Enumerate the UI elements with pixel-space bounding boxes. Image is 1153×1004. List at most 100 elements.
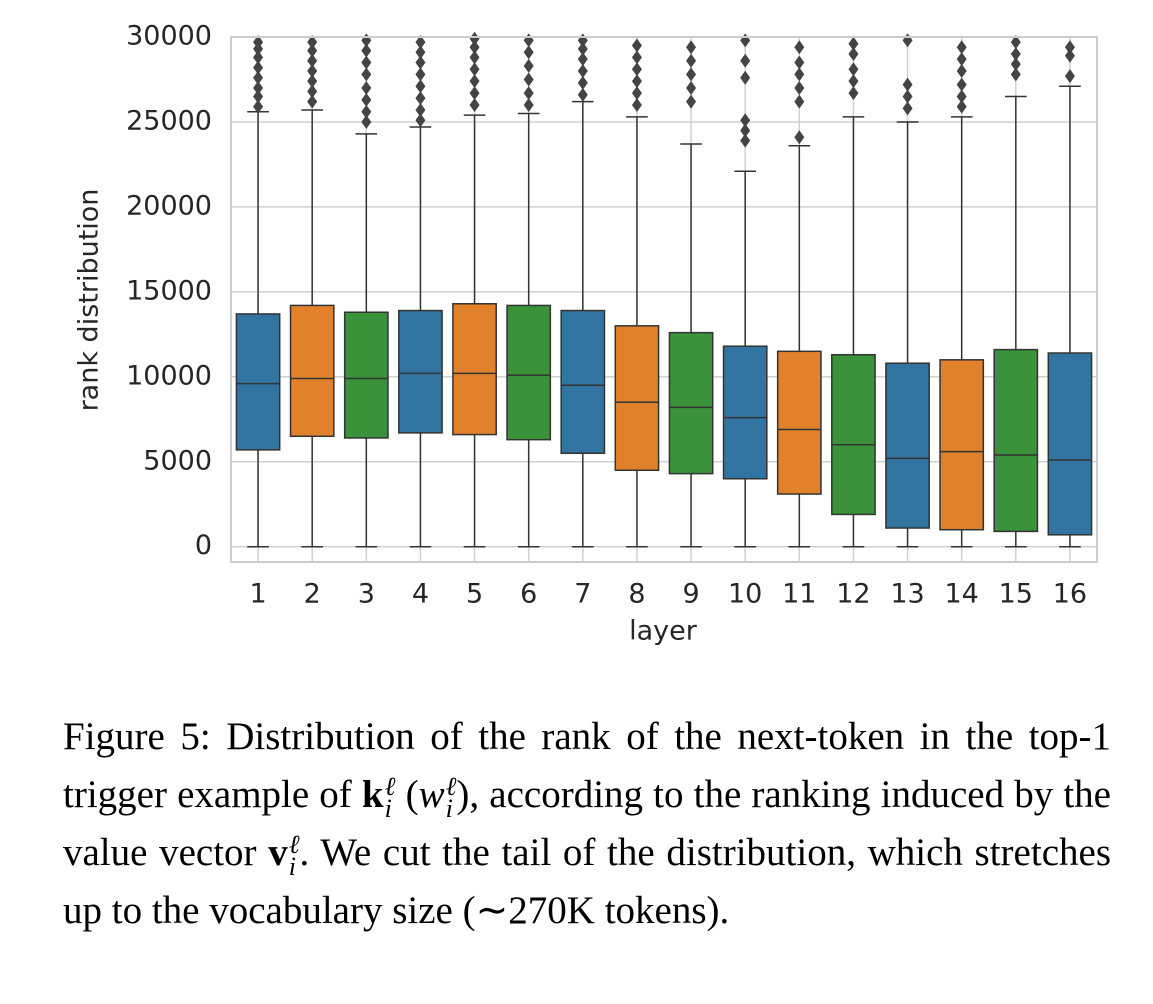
- outlier: [253, 70, 264, 85]
- outlier: [902, 77, 913, 92]
- outlier: [1064, 40, 1075, 55]
- box: [939, 359, 985, 531]
- outlier: [415, 91, 426, 106]
- box: [885, 362, 930, 529]
- outlier: [469, 97, 480, 112]
- outlier: [361, 33, 372, 48]
- x-tick-label: 10: [728, 579, 762, 610]
- outlier: [577, 33, 588, 48]
- outlier: [253, 89, 264, 104]
- outlier: [577, 87, 588, 102]
- outlier: [361, 80, 372, 95]
- math-sup: ℓ: [384, 772, 396, 802]
- outlier: [740, 123, 751, 138]
- outlier: [253, 35, 264, 50]
- outlier: [415, 35, 426, 50]
- box: [506, 304, 552, 441]
- outlier: [577, 41, 588, 56]
- outlier: [361, 92, 372, 107]
- outlier: [469, 40, 480, 55]
- math-sub: i: [384, 794, 392, 824]
- x-tick-label: 8: [628, 579, 645, 610]
- y-tick-label: 0: [195, 530, 212, 561]
- x-tick-label: 2: [304, 579, 321, 610]
- outlier: [415, 103, 426, 118]
- outlier: [794, 94, 805, 109]
- outlier: [686, 94, 697, 109]
- outlier: [740, 33, 751, 48]
- outlier: [848, 46, 859, 61]
- outlier: [415, 113, 426, 128]
- box: [993, 348, 1039, 533]
- x-tick-label: 1: [249, 579, 266, 610]
- outlier: [1010, 46, 1021, 61]
- math-sub: i: [288, 852, 296, 882]
- box: [289, 304, 335, 438]
- outlier: [415, 67, 426, 82]
- x-tick-label: 3: [358, 579, 375, 610]
- outlier: [740, 53, 751, 68]
- x-tick-label: 12: [836, 579, 870, 610]
- outlier: [902, 89, 913, 104]
- outlier: [523, 72, 534, 87]
- outlier: [631, 38, 642, 53]
- outlier: [1010, 57, 1021, 72]
- outlier: [956, 77, 967, 92]
- outlier: [1064, 69, 1075, 84]
- y-tick-label: 15000: [126, 275, 212, 306]
- outlier: [1010, 35, 1021, 50]
- outlier: [253, 80, 264, 95]
- x-tick-label: 7: [574, 579, 591, 610]
- outlier: [956, 63, 967, 78]
- x-tick-label: 4: [412, 579, 429, 610]
- outlier: [631, 50, 642, 65]
- outlier: [577, 52, 588, 67]
- outlier: [848, 36, 859, 51]
- outlier: [577, 75, 588, 90]
- outlier: [523, 45, 534, 60]
- outlier: [253, 50, 264, 65]
- outlier: [361, 43, 372, 58]
- math-sup: ℓ: [288, 830, 300, 860]
- box: [722, 345, 768, 480]
- x-tick-label: 15: [999, 579, 1033, 610]
- math-base: v: [268, 831, 288, 874]
- box: [560, 309, 606, 455]
- y-tick-label: 10000: [126, 360, 212, 391]
- outlier: [902, 101, 913, 116]
- outlier: [307, 94, 318, 109]
- outlier: [740, 133, 751, 148]
- outlier: [794, 130, 805, 145]
- box: [343, 311, 389, 439]
- outlier: [848, 86, 859, 101]
- outlier: [631, 62, 642, 77]
- outlier: [794, 67, 805, 82]
- y-axis-label: rank distribution: [74, 189, 105, 412]
- outlier: [686, 53, 697, 68]
- plot-frame: [230, 36, 1098, 563]
- outlier: [469, 74, 480, 89]
- outlier: [361, 55, 372, 70]
- box: [1047, 352, 1093, 536]
- chart: layer rank distribution 0 5000 10000 15000 2…: [74, 21, 1098, 647]
- outlier: [848, 62, 859, 77]
- caption-text: ), according to the ranking induced by t…: [63, 773, 1111, 874]
- outlier: [469, 62, 480, 77]
- outlier: [415, 79, 426, 94]
- outlier: [307, 53, 318, 68]
- y-tick-label: 5000: [143, 445, 212, 476]
- outlier: [631, 74, 642, 89]
- outlier: [523, 58, 534, 73]
- x-axis-label: layer: [629, 616, 698, 647]
- box: [668, 331, 714, 475]
- outlier: [956, 52, 967, 67]
- y-tick-label: 20000: [126, 190, 212, 221]
- box: [235, 313, 281, 451]
- outlier: [956, 40, 967, 55]
- x-tick-label: 5: [466, 579, 483, 610]
